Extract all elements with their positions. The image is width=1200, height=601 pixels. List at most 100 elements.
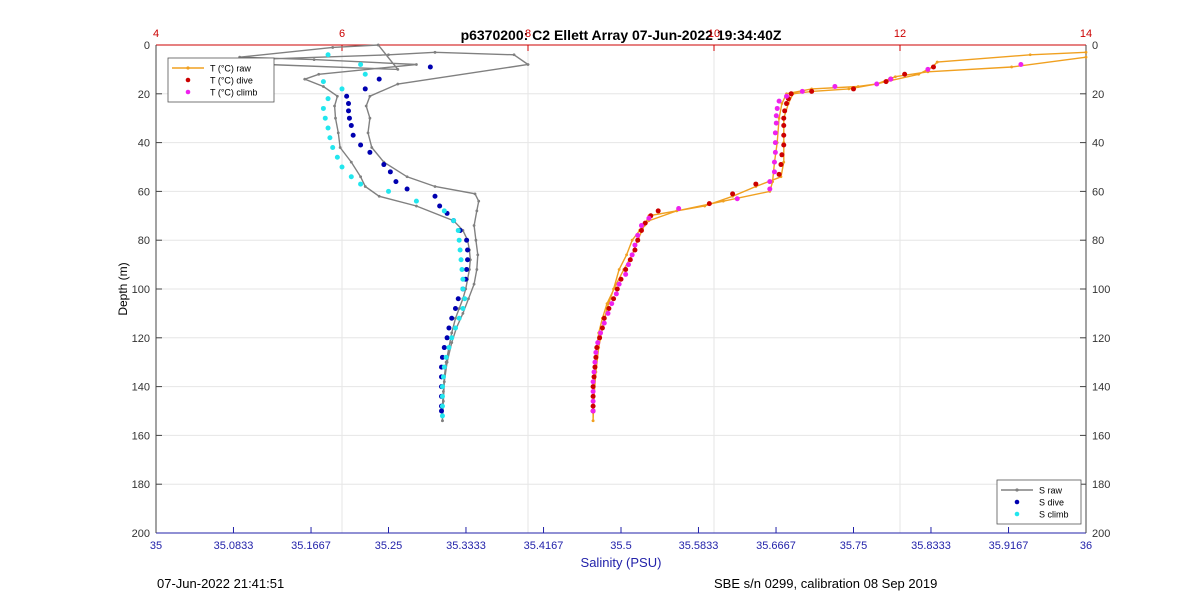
data-point-s-dive	[449, 315, 455, 321]
legend-temperature: T (°C) raw T (°C) dive T (°C) climb	[167, 57, 275, 103]
data-point-t-c-climb	[874, 81, 880, 87]
data-point-s-climb	[320, 79, 326, 85]
data-point-t-c-climb	[613, 291, 619, 297]
data-point-t-c-dive	[593, 354, 599, 360]
data-point-s-dive	[427, 64, 433, 70]
data-point-t-c-climb	[771, 159, 777, 165]
data-point-s-raw	[441, 419, 444, 423]
legend-marker	[1014, 511, 1020, 517]
data-point-t-c-dive	[591, 374, 597, 380]
data-point-s-raw	[334, 116, 337, 120]
data-point-t-c-climb	[609, 301, 615, 307]
data-point-s-raw	[333, 104, 336, 108]
legend-marker	[1015, 488, 1019, 492]
data-point-t-c-raw	[591, 419, 595, 423]
data-point-t-c-climb	[590, 388, 596, 394]
data-point-t-c-dive	[809, 88, 815, 94]
data-point-s-raw	[475, 209, 479, 213]
data-point-s-raw	[377, 194, 381, 198]
data-point-s-raw	[474, 238, 478, 242]
data-point-t-c-raw	[1028, 53, 1032, 57]
data-point-t-c-dive	[601, 315, 607, 321]
legend-marker	[186, 66, 190, 70]
x-bottom-tick-label: 35.6667	[756, 540, 796, 552]
legend-box	[167, 57, 275, 103]
data-point-s-climb	[439, 413, 445, 419]
data-point-t-c-raw	[856, 85, 860, 88]
data-point-s-climb	[439, 393, 445, 399]
data-point-s-climb	[348, 174, 354, 180]
data-point-t-c-climb	[1018, 62, 1024, 68]
data-point-t-c-climb	[773, 113, 779, 119]
data-point-s-raw	[445, 360, 449, 364]
x-bottom-tick-label: 35.0833	[214, 540, 254, 552]
y-tick-label-right: 140	[1092, 382, 1110, 394]
y-tick-label-right: 100	[1092, 284, 1110, 296]
data-point-t-c-raw	[782, 160, 786, 164]
data-point-s-dive	[393, 179, 399, 185]
y-axis-label: Depth (m)	[116, 262, 130, 315]
data-point-t-c-dive	[597, 335, 603, 341]
data-point-s-climb	[456, 237, 462, 243]
data-point-s-raw	[477, 199, 481, 203]
data-point-t-c-raw	[617, 268, 621, 271]
data-point-s-dive	[465, 247, 471, 253]
data-point-s-climb	[330, 144, 336, 150]
data-point-t-c-dive	[851, 86, 856, 92]
y-tick-label-right: 80	[1092, 235, 1104, 247]
data-point-s-raw	[322, 85, 325, 88]
data-point-t-c-climb	[925, 66, 931, 72]
data-point-t-c-raw	[721, 199, 725, 203]
data-point-s-climb	[455, 227, 461, 233]
data-point-t-c-dive	[606, 306, 612, 312]
data-point-t-c-raw	[703, 204, 707, 208]
data-point-s-raw	[415, 63, 418, 66]
x-bottom-tick-label: 35.5	[610, 540, 631, 552]
y-tick-label-left: 20	[138, 89, 150, 101]
data-point-s-dive	[346, 108, 352, 114]
axes: 0 0 20 20 40 40 60 60 80 80 100 100 120 120 140 140 160 1…	[132, 28, 1111, 552]
data-point-t-c-dive	[781, 115, 787, 121]
y-tick-label-left: 40	[138, 138, 150, 150]
data-point-t-c-climb	[773, 120, 779, 126]
data-point-t-c-raw	[605, 302, 609, 306]
data-point-s-dive	[376, 76, 382, 82]
data-point-s-raw	[366, 131, 370, 135]
x-bottom-tick-label: 35.8333	[911, 540, 951, 552]
data-point-s-climb	[325, 125, 331, 131]
x-top-tick-label: 6	[339, 28, 345, 40]
data-point-t-c-raw	[630, 238, 634, 242]
data-point-s-dive	[348, 123, 354, 129]
data-point-s-climb	[362, 71, 368, 77]
x-top-tick-label: 12	[894, 28, 906, 40]
data-point-t-c-climb	[888, 76, 894, 82]
data-point-t-c-dive	[627, 257, 633, 263]
data-point-s-climb	[339, 86, 345, 92]
data-point-t-c-climb	[638, 223, 644, 229]
data-point-s-climb	[325, 52, 331, 58]
data-point-s-dive	[367, 149, 373, 155]
data-point-t-c-climb	[592, 359, 598, 365]
x-bottom-tick-label: 35.25	[375, 540, 403, 552]
y-tick-label-left: 160	[132, 430, 150, 442]
x-top-tick-label: 10	[708, 28, 720, 40]
x-top-tick-label: 14	[1080, 28, 1092, 40]
data-point-t-c-dive	[638, 227, 644, 233]
x-bottom-tick-label: 35.75	[840, 540, 868, 552]
footer-timestamp: 07-Jun-2022 21:41:51	[157, 576, 285, 591]
data-point-t-c-climb	[623, 271, 629, 277]
data-point-s-climb	[441, 208, 447, 214]
series	[238, 43, 1088, 423]
data-point-s-dive	[432, 193, 438, 199]
data-point-t-c-dive	[623, 266, 629, 272]
chart-title: p6370200: C2 Ellett Array 07-Jun-2022 19…	[461, 27, 782, 43]
data-point-t-c-dive	[776, 171, 782, 177]
data-point-t-c-dive	[590, 393, 596, 399]
data-point-s-raw	[405, 175, 409, 179]
y-tick-label-left: 60	[138, 186, 150, 198]
legend-marker	[1014, 499, 1020, 505]
data-point-t-c-dive	[590, 403, 596, 409]
data-point-s-raw	[331, 46, 335, 49]
